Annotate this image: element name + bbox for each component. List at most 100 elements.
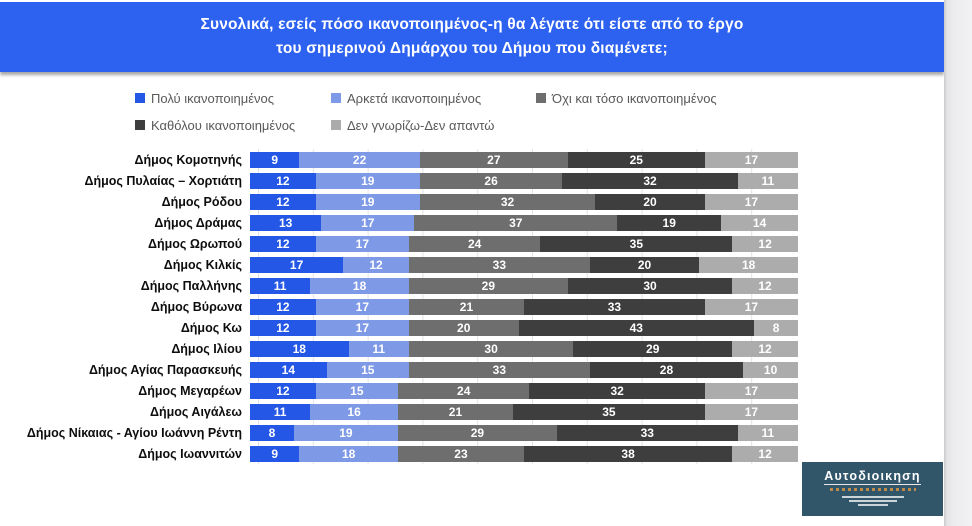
- bar-value-label: 8: [772, 320, 780, 335]
- bar-track: 12 17 21 33 17: [250, 298, 798, 315]
- chart-row: Δήμος Δράμας 13 17 37 19 14: [0, 212, 812, 233]
- category-label: Δήμος Ιωαννιτών: [138, 446, 242, 461]
- category-label: Δήμος Παλλήνης: [140, 278, 242, 293]
- bar-segment: 17: [704, 193, 798, 210]
- bar-value-label: 32: [643, 173, 657, 188]
- bar-segment: 18: [299, 445, 398, 462]
- bar-value-label: 12: [758, 341, 772, 356]
- chart-row: Δήμος Νίκαιας - Αγίου Ιωάννη Ρέντη 8 19 29 3…: [0, 422, 812, 443]
- bar-value-label: 38: [621, 446, 635, 461]
- bar-value-label: 43: [629, 320, 643, 335]
- bar-value-label: 20: [643, 194, 657, 209]
- bar-value-label: 19: [361, 194, 375, 209]
- bar-value-label: 19: [339, 425, 353, 440]
- bar-track: 12 17 24 35 12: [250, 235, 798, 252]
- bar-value-label: 16: [347, 404, 361, 419]
- bar-value-label: 32: [500, 194, 515, 209]
- bar-segment: 17: [321, 214, 415, 231]
- bar-segment: 21: [408, 298, 524, 315]
- bar-segment: 18: [310, 277, 409, 294]
- category-label: Δήμος Μεγαρέων: [138, 383, 242, 398]
- category-label: Δήμος Ρόδου: [161, 194, 242, 209]
- bar-value-label: 20: [457, 320, 471, 335]
- bar-segment: 11: [250, 277, 311, 294]
- bar-segment: 27: [419, 151, 568, 168]
- bar-segment: 12: [732, 277, 798, 294]
- legend-item: Καθόλου ικανοποιημένος: [135, 118, 331, 133]
- bar-value-label: 33: [492, 257, 506, 272]
- bar-value-label: 17: [355, 299, 369, 314]
- legend-swatch-icon: [135, 120, 145, 130]
- bar-track: 14 15 33 28 10: [250, 361, 798, 378]
- bar-value-label: 15: [361, 362, 375, 377]
- logo-smallprint-decoration: [841, 496, 904, 506]
- bar-value-label: 14: [281, 362, 296, 377]
- chart-row: Δήμος Ιλίου 18 11 30 29 12: [0, 338, 812, 359]
- chart-row: Δήμος Αγίας Παρασκευής 14 15 33 28 10: [0, 359, 812, 380]
- bar-segment: 33: [408, 361, 590, 378]
- bar-value-label: 12: [758, 236, 772, 251]
- bar-segment: 26: [419, 172, 563, 189]
- bar-value-label: 29: [470, 425, 485, 440]
- bar-value-label: 33: [640, 425, 654, 440]
- bar-value-label: 29: [481, 278, 496, 293]
- bar-value-label: 33: [607, 299, 622, 314]
- bar-segment: 33: [408, 256, 590, 273]
- legend: Πολύ ικανοποιημένος Αρκετά ικανοποιημένος…: [135, 88, 835, 142]
- bar-segment: 32: [529, 382, 705, 399]
- bar-segment: 13: [250, 214, 322, 231]
- chart-title-line1: Συνολικά, εσείς πόσο ικανοποιημένος-η θα…: [200, 15, 744, 33]
- legend-row-1: Πολύ ικανοποιημένος Αρκετά ικανοποιημένος…: [135, 88, 835, 108]
- legend-swatch-icon: [135, 93, 145, 103]
- bar-value-label: 11: [273, 278, 287, 293]
- bar-segment: 12: [250, 193, 316, 210]
- bar-value-label: 18: [341, 446, 356, 461]
- logo-smallprint-line: [848, 500, 897, 502]
- bar-value-label: 18: [352, 278, 367, 293]
- bar-segment: 16: [310, 403, 398, 420]
- bar-segment: 17: [704, 382, 798, 399]
- bar-segment: 20: [408, 319, 519, 336]
- bar-segment: 12: [250, 172, 316, 189]
- chart-row: Δήμος Πυλαίας – Χορτιάτη 12 19 26 32 11: [0, 170, 812, 191]
- legend-item: Πολύ ικανοποιημένος: [135, 91, 331, 106]
- bar-segment: 18: [699, 256, 798, 273]
- bar-segment: 14: [721, 214, 798, 231]
- bar-segment: 12: [250, 298, 316, 315]
- bar-value-label: 12: [758, 446, 772, 461]
- bar-segment: 19: [293, 424, 398, 441]
- bar-segment: 9: [250, 151, 300, 168]
- chart-row: Δήμος Ωρωπού 12 17 24 35 12: [0, 233, 812, 254]
- logo-text: Αυτοδιοικηση: [824, 469, 921, 485]
- bar-segment: 11: [250, 403, 311, 420]
- bar-value-label: 35: [602, 404, 616, 419]
- bar-track: 8 19 29 33 11: [250, 424, 798, 441]
- bar-segment: 20: [595, 193, 705, 210]
- bar-value-label: 11: [761, 173, 775, 188]
- bar-value-label: 12: [758, 278, 772, 293]
- chart-row: Δήμος Ιωαννιτών 9 18 23 38 12: [0, 443, 812, 464]
- category-label: Δήμος Κομοτηνής: [134, 152, 243, 167]
- category-label: Δήμος Δράμας: [154, 215, 242, 230]
- bar-value-label: 17: [289, 257, 304, 272]
- chart-row: Δήμος Κω 12 17 20 43 8: [0, 317, 812, 338]
- title-banner: Συνολικά, εσείς πόσο ικανοποιημένος-η θα…: [0, 2, 944, 72]
- bar-segment: 14: [250, 361, 327, 378]
- legend-label: Όχι και τόσο ικανοποιημένος: [552, 90, 717, 106]
- bar-segment: 15: [315, 382, 398, 399]
- bar-segment: 24: [408, 235, 541, 252]
- bar-segment: 15: [326, 361, 409, 378]
- legend-label: Αρκετά ικανοποιημένος: [347, 90, 482, 106]
- bar-value-label: 30: [643, 278, 657, 293]
- bar-segment: 17: [704, 403, 798, 420]
- bar-segment: 19: [315, 172, 420, 189]
- bar-value-label: 35: [629, 236, 643, 251]
- category-label: Δήμος Ιλίου: [171, 341, 242, 356]
- bar-track: 12 19 26 32 11: [250, 172, 798, 189]
- bar-value-label: 17: [355, 320, 369, 335]
- chart-row: Δήμος Παλλήνης 11 18 29 30 12: [0, 275, 812, 296]
- bar-value-label: 17: [744, 194, 759, 209]
- bar-segment: 17: [704, 298, 798, 315]
- bar-value-label: 21: [448, 404, 463, 419]
- bar-value-label: 27: [487, 152, 501, 167]
